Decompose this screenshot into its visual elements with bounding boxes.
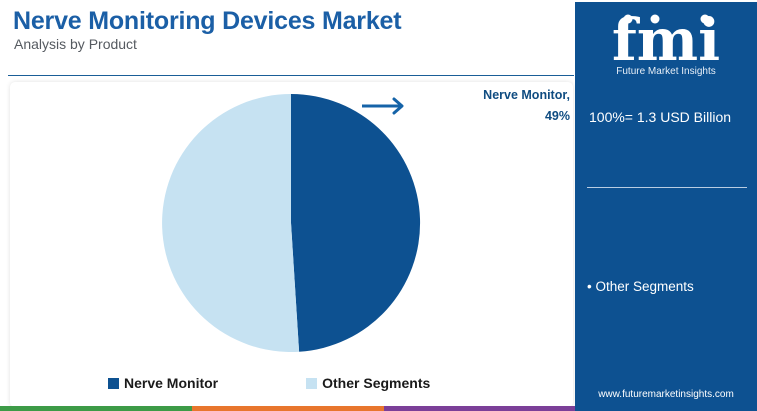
bottom-bar-purple (384, 406, 576, 411)
market-total-label: 100%= 1.3 USD Billion (589, 109, 732, 125)
legend-label-nerve-monitor: Nerve Monitor (124, 375, 219, 391)
bottom-color-bar (0, 406, 576, 411)
pie-chart (162, 93, 421, 352)
page-subtitle: Analysis by Product (14, 36, 137, 52)
bottom-bar-green (0, 406, 192, 411)
data-label-name: Nerve Monitor, (483, 88, 570, 102)
pie-slices (162, 93, 421, 352)
footer-url: www.futuremarketinsights.com (598, 389, 734, 400)
chart-card (10, 82, 573, 407)
bottom-bar-orange (192, 406, 384, 411)
side-panel-divider (587, 187, 747, 188)
legend-swatch-other-segments (306, 377, 318, 389)
legend-label-other-segments: Other Segments (322, 375, 431, 391)
legend-item-nerve-monitor: Nerve Monitor (108, 375, 218, 391)
pie-slice-other-segments (162, 94, 300, 352)
other-segments-bullet: • Other Segments (587, 279, 694, 294)
page-title: Nerve Monitoring Devices Market (13, 7, 402, 35)
legend: Nerve Monitor Other Segments (108, 375, 518, 391)
title-divider (8, 75, 574, 76)
fmi-logo: fmi (612, 6, 720, 74)
side-panel: fmi Future Market Insights 100%= 1.3 USD… (575, 2, 757, 411)
logo-figure-icons (623, 14, 710, 24)
logo-tagline: Future Market Insights (616, 66, 716, 77)
nerve-monitor-data-label: Nerve Monitor, 49% (420, 85, 570, 127)
legend-item-other-segments: Other Segments (306, 375, 430, 391)
callout-arrow (362, 97, 404, 115)
pie-slice-nerve-monitor (291, 93, 421, 352)
legend-swatch-nerve-monitor (108, 377, 119, 389)
data-label-percent: 49% (544, 109, 570, 123)
